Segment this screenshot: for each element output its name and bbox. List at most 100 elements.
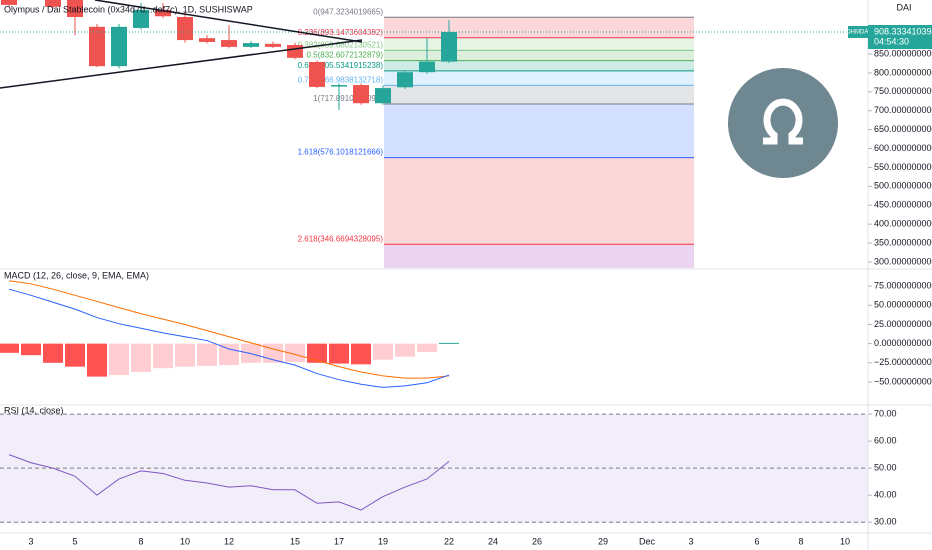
y-tick-label: 300.0000000000 — [874, 256, 932, 266]
fib-label: 0(947.3234019665) — [313, 7, 383, 16]
logo-glyph — [763, 98, 803, 145]
fib-label: 1.618(576.1018121666) — [298, 148, 384, 157]
histogram-bar — [109, 343, 129, 376]
fib-label: 0.618(805.5341915238) — [298, 61, 384, 70]
candle-body — [155, 9, 171, 17]
fib-band — [384, 60, 694, 71]
y-tick-label: 600.0000000000 — [874, 143, 932, 153]
currency-label: DAI — [896, 2, 911, 12]
histogram-bar — [131, 343, 151, 373]
y-tick-label: −50.0000000000 — [874, 376, 932, 386]
histogram-bar — [307, 343, 327, 363]
x-tick-label: 12 — [224, 536, 234, 546]
x-tick-label: 26 — [532, 536, 542, 546]
candle-body — [441, 32, 457, 62]
candle-body — [199, 38, 215, 42]
macd-pane — [0, 280, 459, 388]
fib-band — [384, 244, 694, 268]
histogram-bar — [285, 343, 305, 363]
histogram-bar — [21, 343, 41, 356]
histogram-bar — [175, 343, 195, 367]
candle-body — [111, 26, 127, 67]
y-tick-label: 40.00 — [874, 490, 897, 500]
candle-body — [1, 0, 17, 5]
y-tick-label: 75.0000000000 — [874, 280, 932, 290]
candle-body — [177, 17, 193, 41]
y-tick-label: 60.00 — [874, 436, 897, 446]
y-tick-label: 650.0000000000 — [874, 124, 932, 134]
y-tick-label: 30.00 — [874, 517, 897, 527]
histogram-bar — [219, 343, 239, 366]
y-tick-label: 70.00 — [874, 408, 897, 418]
x-tick-label: 8 — [138, 536, 143, 546]
x-tick-label: 24 — [488, 536, 498, 546]
histogram-bar — [395, 343, 415, 357]
fib-band — [384, 50, 694, 61]
fib-band — [384, 157, 694, 245]
candle-body — [353, 85, 369, 104]
x-tick-label: 19 — [378, 536, 388, 546]
y-tick-label: 0.0000000000 — [874, 338, 932, 348]
x-tick-label: 17 — [334, 536, 344, 546]
candle-body — [331, 85, 347, 87]
fib-label: 0.5(832.6072132879) — [306, 51, 383, 60]
candle-body — [67, 0, 83, 18]
fib-label: 0.236(893.1473604382) — [298, 28, 384, 37]
chart-title: Olympus / Dai Stablecoin (0x34d7d...def7… — [4, 4, 253, 14]
x-tick-label: 29 — [598, 536, 608, 546]
fib-label: 0.786(766.9838132718) — [298, 76, 384, 85]
candle-body — [309, 61, 325, 87]
countdown-label: 04:54:30 — [874, 36, 909, 46]
x-tick-label: 3 — [28, 536, 33, 546]
histogram-bar — [373, 343, 393, 360]
price-pane: 0(947.3234019665) 0.236(893.1473604382) 0.… — [0, 0, 868, 268]
x-tick-label: 3 — [688, 536, 693, 546]
y-tick-label: 550.0000000000 — [874, 162, 932, 172]
candle-body — [89, 26, 105, 67]
price-tag-label: 908.3334103945 — [874, 26, 932, 36]
trend-line — [0, 39, 363, 89]
fib-label: 0.382(859.6802130521) — [298, 41, 384, 50]
y-tick-label: 25.0000000000 — [874, 319, 932, 329]
x-tick-label: 10 — [840, 536, 850, 546]
candle-body — [133, 9, 149, 28]
histogram-bar — [439, 342, 459, 344]
symbol-tag — [848, 26, 868, 39]
rsi-line — [8, 454, 450, 511]
candle-body — [45, 0, 61, 7]
fib-band — [384, 103, 694, 158]
x-tick-label: 15 — [290, 536, 300, 546]
fib-label: 1(717.8910245094) — [313, 94, 383, 103]
y-tick-label: 50.0000000000 — [874, 300, 932, 310]
histogram-bar — [0, 343, 19, 353]
price-tag — [868, 25, 932, 50]
y-tick-label: −25.0000000000 — [874, 357, 932, 367]
y-tick-label: 500.0000000000 — [874, 181, 932, 191]
fib-band — [384, 37, 694, 51]
candle-body — [265, 43, 281, 47]
candle-body — [375, 88, 391, 104]
histogram-bar — [87, 343, 107, 377]
x-tick-label: 8 — [798, 536, 803, 546]
macd-line — [8, 288, 450, 388]
y-tick-label: 700.0000000000 — [874, 105, 932, 115]
histogram-bar — [43, 343, 63, 363]
rsi-title: RSI (14, close) — [4, 405, 64, 415]
candle-body — [419, 61, 435, 73]
y-tick-label: 350.0000000000 — [874, 237, 932, 247]
fib-band — [384, 70, 694, 86]
x-tick-label: 6 — [754, 536, 759, 546]
y-tick-label: 50.00 — [874, 463, 897, 473]
fib-label: 2.618(346.6694328095) — [298, 234, 384, 243]
candle-body — [287, 44, 303, 58]
candle-body — [243, 43, 259, 47]
histogram-bar — [351, 343, 371, 365]
axes: 850.0000000000800.0000000000750.00000000… — [28, 25, 932, 546]
x-tick-label: 5 — [72, 536, 77, 546]
y-tick-label: 750.0000000000 — [874, 86, 932, 96]
histogram-bar — [329, 343, 349, 364]
logo — [728, 68, 838, 178]
x-tick-label: 10 — [180, 536, 190, 546]
y-tick-label: 400.0000000000 — [874, 219, 932, 229]
